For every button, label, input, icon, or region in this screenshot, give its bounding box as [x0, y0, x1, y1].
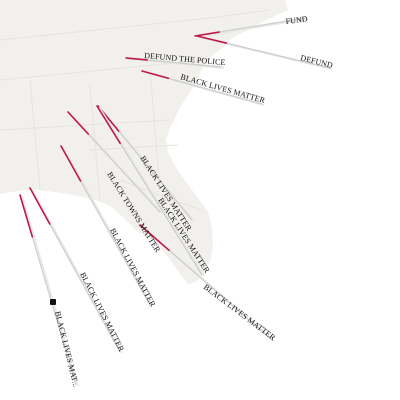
marker-stick-shadow: [62, 146, 153, 307]
land-area: [0, 0, 288, 284]
marker-stick-shadow: [127, 58, 225, 69]
black-marker: [50, 299, 56, 305]
marker-stick-base: [196, 35, 228, 44]
marker-stick-shadow: [21, 195, 79, 387]
marker-stick-base: [139, 224, 170, 252]
marker-stick-base: [194, 31, 220, 37]
marker-stick-base: [60, 145, 82, 182]
marker-stick-base: [19, 194, 34, 238]
marker-stick-base: [67, 111, 90, 135]
marker-stick-base: [141, 70, 170, 80]
marker-stick-base: [125, 57, 148, 61]
marker-stick-base: [96, 105, 121, 144]
label-fund: FUND: [285, 14, 308, 26]
marker-stick-shadow: [196, 18, 308, 38]
marker-stick-base: [29, 187, 51, 225]
marker-stick-shadow: [99, 106, 195, 222]
marker-stick-shadow: [98, 106, 205, 277]
marker-stick-shadow: [31, 188, 123, 354]
marker-sticks: [19, 17, 333, 387]
